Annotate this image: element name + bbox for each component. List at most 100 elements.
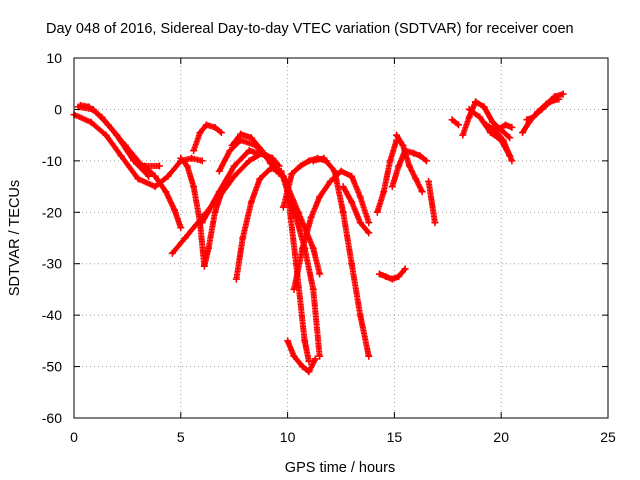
data-point xyxy=(316,193,324,201)
data-point xyxy=(98,113,106,121)
data-series-arc-g xyxy=(190,121,225,155)
data-point xyxy=(316,270,324,278)
data-point xyxy=(482,121,490,129)
data-point xyxy=(405,162,413,170)
data-point xyxy=(284,337,292,345)
data-point xyxy=(454,121,462,129)
data-point xyxy=(506,134,514,142)
data-point xyxy=(365,352,373,360)
data-point xyxy=(164,172,172,180)
data-series-arc-r xyxy=(373,136,401,216)
data-point xyxy=(130,157,138,165)
data-point xyxy=(198,219,206,227)
data-point xyxy=(145,172,153,180)
data-point xyxy=(395,273,403,281)
y-tick-label: -30 xyxy=(42,256,62,272)
data-point xyxy=(237,130,245,138)
y-tick-labels: -60 -50 -40 -30 -20 -10 0 10 xyxy=(42,50,62,426)
data-point xyxy=(245,147,253,155)
data-point xyxy=(416,152,424,160)
data-point xyxy=(151,172,159,180)
data-point xyxy=(211,208,219,216)
data-point xyxy=(76,101,84,109)
data-series-arc-o xyxy=(290,167,373,293)
data-point xyxy=(410,149,418,157)
data-point xyxy=(529,113,537,121)
data-point xyxy=(140,162,148,170)
data-series-arc-f xyxy=(177,154,228,270)
data-point xyxy=(418,188,426,196)
x-tick-label: 15 xyxy=(387,429,403,445)
data-point xyxy=(480,103,488,111)
data-point xyxy=(501,121,509,129)
data-layer xyxy=(70,90,567,376)
data-point xyxy=(183,162,191,170)
data-point xyxy=(200,262,208,270)
x-tick-label: 10 xyxy=(280,429,296,445)
data-point xyxy=(365,229,373,237)
data-point xyxy=(309,285,317,293)
data-point xyxy=(190,183,198,191)
data-point xyxy=(228,141,236,149)
data-series-arc-w xyxy=(448,116,462,129)
x-tick-label: 5 xyxy=(177,429,185,445)
data-series-arc-v xyxy=(425,177,439,227)
data-point xyxy=(348,198,356,206)
data-point xyxy=(380,188,388,196)
data-point xyxy=(395,162,403,170)
data-point xyxy=(217,129,225,137)
data-point xyxy=(294,208,302,216)
plot-frame xyxy=(73,57,609,419)
y-tick-label: 0 xyxy=(54,101,62,117)
data-point xyxy=(399,141,407,149)
data-point xyxy=(226,147,234,155)
data-point xyxy=(299,244,307,252)
data-point xyxy=(279,203,287,211)
axis-ticks xyxy=(73,57,609,419)
data-series-arc-x xyxy=(459,98,514,142)
data-point xyxy=(190,147,198,155)
data-point xyxy=(232,275,240,283)
y-tick-label: -10 xyxy=(42,153,62,169)
data-point xyxy=(373,208,381,216)
data-series-arc-d xyxy=(140,162,185,232)
data-point xyxy=(177,224,185,232)
data-point xyxy=(465,105,473,113)
data-point xyxy=(230,162,238,170)
data-point xyxy=(290,352,298,360)
data-point xyxy=(196,129,204,137)
data-point xyxy=(301,337,309,345)
data-point xyxy=(245,157,253,165)
data-point xyxy=(299,363,307,371)
data-point xyxy=(465,113,473,121)
data-point xyxy=(388,183,396,191)
data-point xyxy=(519,129,527,137)
data-point xyxy=(87,118,95,126)
data-point xyxy=(117,152,125,160)
data-point xyxy=(309,157,317,165)
data-point xyxy=(267,165,275,173)
data-point xyxy=(489,118,497,126)
data-point xyxy=(205,244,213,252)
data-series-arc-p xyxy=(309,154,373,360)
data-point xyxy=(162,188,170,196)
data-series-arc-q xyxy=(339,183,373,237)
data-point xyxy=(168,249,176,257)
data-point xyxy=(311,355,319,363)
y-tick-label: 10 xyxy=(46,50,62,66)
data-point xyxy=(307,213,315,221)
data-point xyxy=(247,198,255,206)
data-point xyxy=(316,352,324,360)
data-point xyxy=(198,157,206,165)
data-point xyxy=(151,183,159,191)
data-point xyxy=(493,126,501,134)
y-tick-label: -40 xyxy=(42,307,62,323)
data-point xyxy=(356,193,364,201)
data-series-arc-ac xyxy=(523,95,563,124)
data-point xyxy=(508,123,516,131)
data-point xyxy=(356,311,364,319)
data-point xyxy=(393,131,401,139)
data-series-arc-l xyxy=(284,337,319,376)
